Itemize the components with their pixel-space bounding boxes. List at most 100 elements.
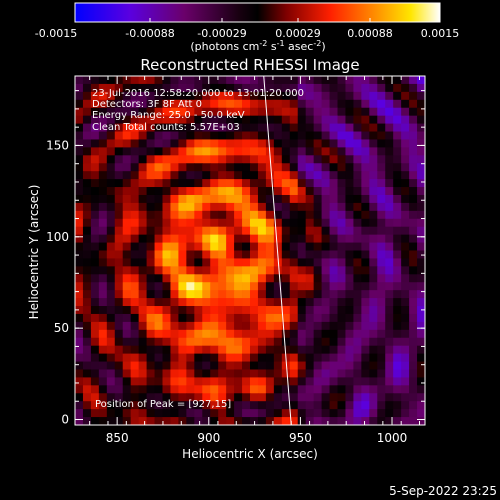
heatmap-cell bbox=[226, 329, 235, 339]
heatmap-cell bbox=[385, 242, 394, 251]
heatmap-cell bbox=[146, 282, 155, 291]
heatmap-cell bbox=[226, 187, 235, 196]
heatmap-cell bbox=[353, 337, 362, 347]
heatmap-cell bbox=[250, 187, 259, 196]
heatmap-cell bbox=[329, 226, 338, 236]
heatmap-cell bbox=[226, 290, 235, 299]
heatmap-cell bbox=[90, 147, 100, 156]
heatmap-cell bbox=[194, 115, 203, 124]
heatmap-cell bbox=[305, 313, 315, 323]
heatmap-cell bbox=[122, 385, 132, 394]
heatmap-cell bbox=[90, 321, 100, 331]
heatmap-cell bbox=[417, 361, 425, 370]
heatmap-cell bbox=[329, 417, 338, 425]
heatmap-cell bbox=[202, 401, 211, 410]
heatmap-cell bbox=[98, 377, 108, 386]
heatmap-cell bbox=[106, 226, 116, 236]
heatmap-cell bbox=[393, 76, 402, 85]
heatmap-cell bbox=[242, 242, 251, 251]
heatmap-cell bbox=[114, 313, 124, 323]
heatmap-cell bbox=[178, 139, 187, 148]
heatmap-cell bbox=[281, 242, 291, 251]
heatmap-cell bbox=[138, 179, 147, 188]
heatmap-cell bbox=[377, 393, 386, 402]
heatmap-cell bbox=[90, 91, 100, 101]
heatmap-cell bbox=[114, 234, 124, 243]
heatmap-cell bbox=[353, 171, 362, 180]
heatmap-cell bbox=[114, 179, 124, 188]
heatmap-cell bbox=[122, 377, 132, 386]
heatmap-cell bbox=[281, 131, 291, 140]
heatmap-cell bbox=[178, 250, 187, 259]
heatmap-cell bbox=[345, 83, 354, 93]
heatmap-cell bbox=[146, 107, 155, 117]
heatmap-cell bbox=[146, 91, 155, 101]
heatmap-cell bbox=[297, 242, 307, 251]
heatmap-cell bbox=[401, 202, 410, 212]
heatmap-cell bbox=[297, 266, 307, 275]
heatmap-cell bbox=[178, 194, 187, 204]
heatmap-cell bbox=[226, 91, 235, 101]
heatmap-cell bbox=[369, 210, 378, 220]
heatmap-cell bbox=[257, 329, 267, 339]
heatmap-cell bbox=[353, 345, 362, 355]
heatmap-cell bbox=[114, 409, 124, 418]
heatmap-cell bbox=[114, 187, 124, 196]
heatmap-cell bbox=[170, 298, 179, 307]
heatmap-cell bbox=[369, 242, 378, 251]
heatmap-cell bbox=[178, 361, 187, 370]
heatmap-cell bbox=[162, 99, 171, 109]
heatmap-cell bbox=[361, 353, 370, 362]
heatmap-cell bbox=[194, 313, 203, 323]
heatmap-cell bbox=[130, 401, 140, 410]
heatmap-cell bbox=[393, 337, 402, 347]
heatmap-cell bbox=[281, 313, 291, 323]
heatmap-cell bbox=[138, 107, 147, 117]
heatmap-cell bbox=[186, 76, 195, 85]
heatmap-cell bbox=[122, 163, 132, 172]
heatmap-cell bbox=[401, 290, 410, 299]
heatmap-cell bbox=[265, 369, 275, 378]
heatmap-cell bbox=[114, 321, 124, 331]
heatmap-cell bbox=[353, 258, 362, 267]
heatmap-cell bbox=[257, 321, 267, 331]
y-tick-label: 100 bbox=[46, 230, 69, 244]
heatmap-cell bbox=[170, 417, 179, 425]
heatmap-cell bbox=[393, 202, 402, 212]
heatmap-cell bbox=[401, 155, 410, 164]
heatmap-cell bbox=[170, 282, 179, 291]
heatmap-cell bbox=[234, 361, 243, 370]
heatmap-cell bbox=[234, 377, 243, 386]
heatmap-cell bbox=[170, 210, 179, 220]
heatmap-cell bbox=[130, 409, 140, 418]
heatmap-cell bbox=[377, 306, 386, 315]
heatmap-cell bbox=[218, 385, 227, 394]
heatmap-cell bbox=[154, 417, 163, 425]
heatmap-cell bbox=[242, 298, 251, 307]
heatmap-cell bbox=[242, 123, 251, 132]
heatmap-cell bbox=[194, 250, 203, 259]
heatmap-cell bbox=[162, 313, 171, 323]
heatmap-cell bbox=[106, 393, 116, 402]
heatmap-cell bbox=[242, 147, 251, 156]
heatmap-cell bbox=[353, 353, 362, 362]
heatmap-cell bbox=[170, 337, 179, 347]
heatmap-cell bbox=[170, 266, 179, 275]
heatmap-cell bbox=[106, 401, 116, 410]
heatmap-cell bbox=[114, 123, 124, 132]
heatmap-cell bbox=[305, 83, 315, 93]
heatmap-cell bbox=[98, 76, 108, 85]
heatmap-cell bbox=[409, 298, 418, 307]
heatmap-cell bbox=[385, 274, 394, 283]
heatmap-cell bbox=[417, 147, 425, 156]
heatmap-cell bbox=[226, 147, 235, 156]
heatmap-cell bbox=[146, 266, 155, 275]
heatmap-cell bbox=[210, 250, 219, 259]
heatmap-cell bbox=[170, 194, 179, 204]
heatmap-cell bbox=[154, 329, 163, 339]
heatmap-cell bbox=[178, 107, 187, 117]
heatmap-cell bbox=[122, 187, 132, 196]
heatmap-cell bbox=[178, 290, 187, 299]
heatmap-cell bbox=[202, 313, 211, 323]
heatmap-cell bbox=[202, 250, 211, 259]
